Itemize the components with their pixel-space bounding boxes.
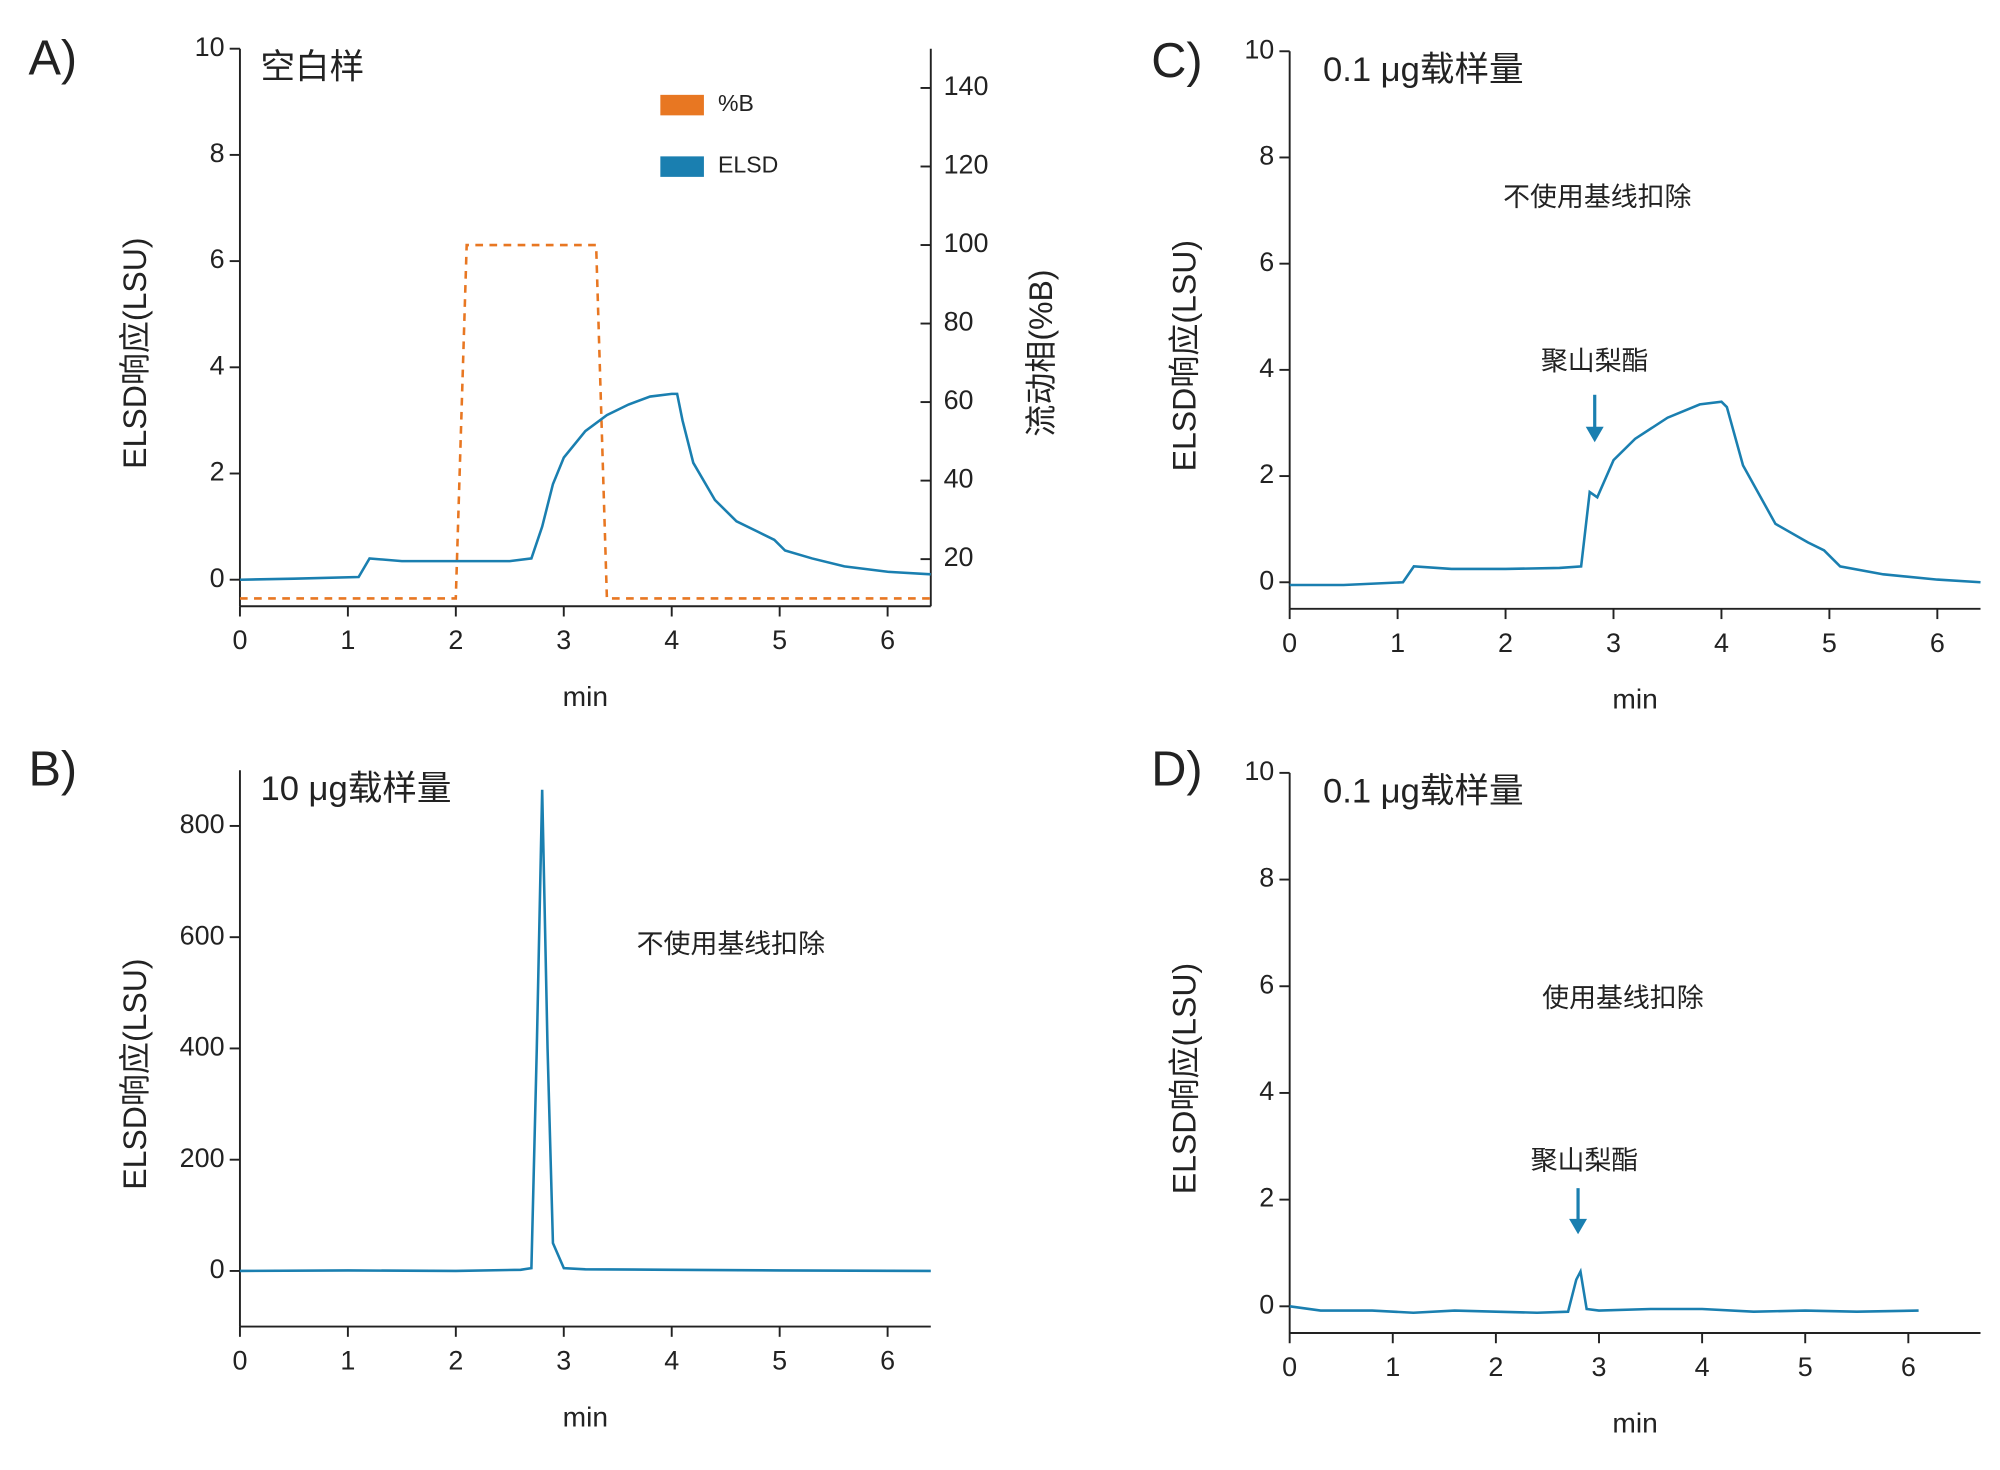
y-tick-label: 6 [1259,969,1274,999]
y-tick-label: 10 [1244,34,1274,64]
y2-tick-label: 80 [944,307,974,337]
panel-label: A) [28,31,77,85]
x-tick-label: 6 [880,625,895,655]
x-tick-label: 6 [880,1346,895,1376]
x-tick-label: 6 [1901,1352,1916,1382]
legend-swatch [660,94,704,116]
legend-label: %B [718,90,754,116]
y2-tick-label: 60 [944,385,974,415]
x-tick-label: 0 [1282,1352,1297,1382]
series-line [239,243,931,600]
x-tick-label: 2 [1498,628,1513,658]
chart-title: 10 μg载样量 [260,770,451,808]
x-tick-label: 0 [232,1346,247,1376]
x-tick-label: 4 [1695,1352,1710,1382]
y-tick-label: 6 [1259,247,1274,277]
legend-label: ELSD [718,152,778,178]
panel-label: B) [28,743,77,797]
arrow-head [1585,426,1604,443]
x-tick-label: 5 [772,625,787,655]
y-axis-title: ELSD响应(LSU) [1167,963,1203,1194]
annotation: 使用基线扣除 [1542,983,1704,1013]
y2-tick-label: 100 [944,228,989,258]
y-tick-label: 4 [1259,1076,1274,1106]
y-tick-label: 10 [1244,756,1274,786]
y-tick-label: 6 [210,244,225,274]
y2-axis-title: 流动相(%B) [1023,269,1059,436]
chart-title: 空白样 [260,48,364,86]
y-tick-label: 2 [1259,1183,1274,1213]
x-tick-label: 1 [1390,628,1405,658]
y-tick-label: 0 [1259,1289,1274,1319]
y2-tick-label: 20 [944,542,974,572]
x-tick-label: 4 [664,1346,679,1376]
y-tick-label: 2 [1259,459,1274,489]
y-tick-label: 4 [210,350,225,380]
y-axis-title: ELSD响应(LSU) [117,237,153,468]
x-axis-title: min [1612,683,1657,715]
y-tick-label: 0 [1259,565,1274,595]
y-tick-label: 8 [210,138,225,168]
x-tick-label: 3 [556,625,571,655]
annotation: 不使用基线扣除 [637,929,825,959]
y-tick-label: 4 [1259,353,1274,383]
y-tick-label: 0 [210,1254,225,1284]
x-axis-title: min [563,680,608,712]
x-tick-label: 5 [1822,628,1837,658]
x-tick-label: 1 [340,625,355,655]
y-tick-label: 10 [195,32,225,62]
x-tick-label: 3 [1592,1352,1607,1382]
series-line [1289,1267,1919,1315]
series-line [1289,400,1981,587]
y2-tick-label: 40 [944,464,974,494]
y-tick-label: 600 [180,920,225,950]
x-tick-label: 5 [1798,1352,1813,1382]
y-tick-label: 200 [180,1143,225,1173]
y2-tick-label: 140 [944,71,989,101]
panel-label: C) [1151,34,1202,88]
x-tick-label: 2 [448,1346,463,1376]
x-tick-label: 1 [340,1346,355,1376]
series-line [239,392,931,582]
arrow-head [1569,1218,1588,1235]
y-axis-title: ELSD响应(LSU) [1167,240,1203,471]
annotation: 不使用基线扣除 [1503,182,1691,212]
x-tick-label: 3 [1606,628,1621,658]
legend-swatch [660,156,704,177]
x-tick-label: 4 [1714,628,1729,658]
y-axis-title: ELSD响应(LSU) [117,958,153,1189]
x-tick-label: 2 [1488,1352,1503,1382]
y2-tick-label: 120 [944,150,989,180]
x-axis-title: min [1612,1407,1657,1439]
x-tick-label: 6 [1930,628,1945,658]
x-tick-label: 1 [1385,1352,1400,1382]
y-tick-label: 800 [180,809,225,839]
y-tick-label: 2 [210,457,225,487]
y-tick-label: 400 [180,1032,225,1062]
x-tick-label: 0 [232,625,247,655]
x-tick-label: 0 [1282,628,1297,658]
x-tick-label: 4 [664,625,679,655]
panel-label: D) [1151,743,1202,797]
chart-title: 0.1 μg载样量 [1323,51,1524,89]
x-tick-label: 3 [556,1346,571,1376]
series-line [239,789,931,1273]
annotation: 聚山梨酯 [1531,1146,1639,1176]
y-tick-label: 8 [1259,863,1274,893]
x-axis-title: min [563,1400,608,1432]
x-tick-label: 2 [448,625,463,655]
y-tick-label: 8 [1259,141,1274,171]
x-tick-label: 5 [772,1346,787,1376]
chart-title: 0.1 μg载样量 [1323,773,1524,811]
annotation: 聚山梨酯 [1541,346,1649,376]
y-tick-label: 0 [210,563,225,593]
